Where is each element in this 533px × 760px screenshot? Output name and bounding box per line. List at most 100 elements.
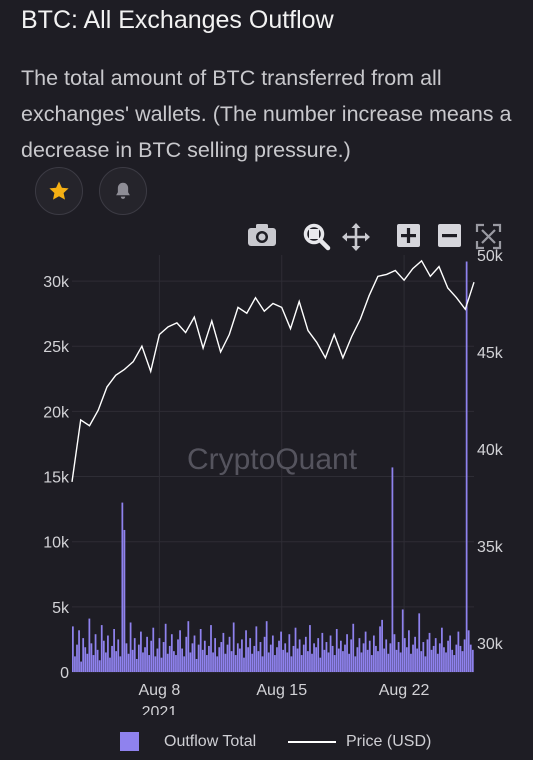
outflow-bar[interactable] <box>137 644 140 672</box>
outflow-bar[interactable] <box>350 639 353 672</box>
outflow-bar[interactable] <box>162 642 165 672</box>
outflow-bar[interactable] <box>86 653 89 672</box>
outflow-bar[interactable] <box>354 656 357 672</box>
outflow-bar[interactable] <box>451 649 454 672</box>
outflow-bar[interactable] <box>74 656 76 672</box>
outflow-bar[interactable] <box>445 652 447 672</box>
outflow-bar[interactable] <box>94 634 97 672</box>
outflow-bar[interactable] <box>168 645 171 672</box>
outflow-bar[interactable] <box>117 639 120 672</box>
outflow-bar[interactable] <box>412 644 414 672</box>
outflow-bar[interactable] <box>327 652 330 672</box>
outflow-bar[interactable] <box>430 649 433 672</box>
legend-outflow-swatch[interactable] <box>120 732 139 751</box>
outflow-bar[interactable] <box>274 655 276 672</box>
outflow-bar[interactable] <box>307 651 309 672</box>
outflow-bar[interactable] <box>251 653 254 672</box>
outflow-bar[interactable] <box>121 502 124 672</box>
outflow-bar[interactable] <box>203 640 206 672</box>
outflow-bar[interactable] <box>135 658 138 672</box>
outflow-bar[interactable] <box>286 652 289 672</box>
outflow-bar[interactable] <box>170 634 173 672</box>
outflow-bar[interactable] <box>96 649 99 672</box>
outflow-bar[interactable] <box>360 652 363 672</box>
outflow-bar[interactable] <box>311 653 313 672</box>
outflow-bar[interactable] <box>193 635 196 672</box>
outflow-bar[interactable] <box>432 645 435 672</box>
outflow-bar[interactable] <box>381 619 383 672</box>
outflow-bar[interactable] <box>397 642 400 672</box>
outflow-bar[interactable] <box>133 638 136 672</box>
outflow-bar[interactable] <box>461 651 464 672</box>
outflow-bar[interactable] <box>385 639 388 672</box>
outflow-bar[interactable] <box>426 639 429 672</box>
outflow-bar[interactable] <box>210 625 212 672</box>
outflow-bar[interactable] <box>403 638 406 672</box>
outflow-bar[interactable] <box>348 653 350 672</box>
outflow-bar[interactable] <box>232 622 235 672</box>
legend-outflow-label[interactable]: Outflow Total <box>164 733 257 750</box>
outflow-bar[interactable] <box>335 628 338 672</box>
outflow-bar[interactable] <box>72 626 74 672</box>
outflow-bar[interactable] <box>428 632 431 672</box>
outflow-bar[interactable] <box>173 651 175 672</box>
outflow-bar[interactable] <box>377 651 379 672</box>
outflow-bar[interactable] <box>140 631 142 672</box>
outflow-bar[interactable] <box>102 640 105 672</box>
outflow-bar[interactable] <box>467 630 470 672</box>
outflow-bar[interactable] <box>278 640 280 672</box>
outflow-bar[interactable] <box>191 643 194 672</box>
outflow-bar[interactable] <box>224 653 227 672</box>
legend-price-swatch[interactable] <box>288 741 336 743</box>
outflow-bar[interactable] <box>84 647 87 672</box>
outflow-bar[interactable] <box>434 638 437 672</box>
outflow-bar[interactable] <box>288 634 291 672</box>
outflow-bar[interactable] <box>449 635 452 672</box>
outflow-bar[interactable] <box>189 652 192 672</box>
outflow-bar[interactable] <box>177 639 179 672</box>
chart-area[interactable]: CryptoQuant 0 5k 10k 15k 20k 25k 30k 30k 35k 40k 4… <box>0 215 533 715</box>
outflow-bar[interactable] <box>375 645 377 672</box>
outflow-bar[interactable] <box>115 651 118 672</box>
outflow-bar[interactable] <box>455 644 458 672</box>
outflow-bar[interactable] <box>131 649 134 672</box>
outflow-bar[interactable] <box>379 626 381 672</box>
outflow-bar[interactable] <box>265 621 268 672</box>
legend-price-label[interactable]: Price (USD) <box>346 733 432 750</box>
outflow-bar[interactable] <box>238 648 241 672</box>
outflow-bar[interactable] <box>119 656 122 672</box>
outflow-bar[interactable] <box>271 635 274 672</box>
outflow-bar[interactable] <box>471 649 474 672</box>
camera-icon[interactable] <box>248 224 276 246</box>
outflow-bar[interactable] <box>111 645 113 672</box>
outflow-bar[interactable] <box>113 628 115 672</box>
outflow-bar[interactable] <box>98 660 101 672</box>
outflow-bar[interactable] <box>304 636 307 672</box>
outflow-bar[interactable] <box>150 640 153 672</box>
outflow-bar[interactable] <box>447 640 449 672</box>
outflow-bar[interactable] <box>362 643 365 672</box>
outflow-bar[interactable] <box>389 643 392 672</box>
outflow-bar[interactable] <box>296 648 299 672</box>
zoom-in-icon[interactable] <box>397 224 420 247</box>
outflow-bar[interactable] <box>154 656 157 672</box>
outflow-bar[interactable] <box>325 642 328 672</box>
outflow-bar[interactable] <box>399 652 402 672</box>
outflow-bar[interactable] <box>292 645 295 672</box>
outflow-bar[interactable] <box>255 626 258 672</box>
outflow-bar[interactable] <box>216 656 219 672</box>
outflow-bar[interactable] <box>465 261 468 672</box>
outflow-bar[interactable] <box>319 657 322 672</box>
outflow-bar[interactable] <box>459 645 462 672</box>
outflow-bar[interactable] <box>261 656 264 672</box>
favorite-button[interactable] <box>35 167 83 215</box>
zoom-out-icon[interactable] <box>438 224 461 247</box>
outflow-bar[interactable] <box>414 636 416 672</box>
outflow-bar[interactable] <box>457 631 460 672</box>
outflow-bar[interactable] <box>166 653 169 672</box>
outflow-bar[interactable] <box>76 644 78 672</box>
outflow-bar[interactable] <box>337 648 340 672</box>
outflow-bar[interactable] <box>443 647 445 672</box>
autoscale-icon[interactable] <box>475 223 502 250</box>
outflow-bar[interactable] <box>356 647 359 672</box>
